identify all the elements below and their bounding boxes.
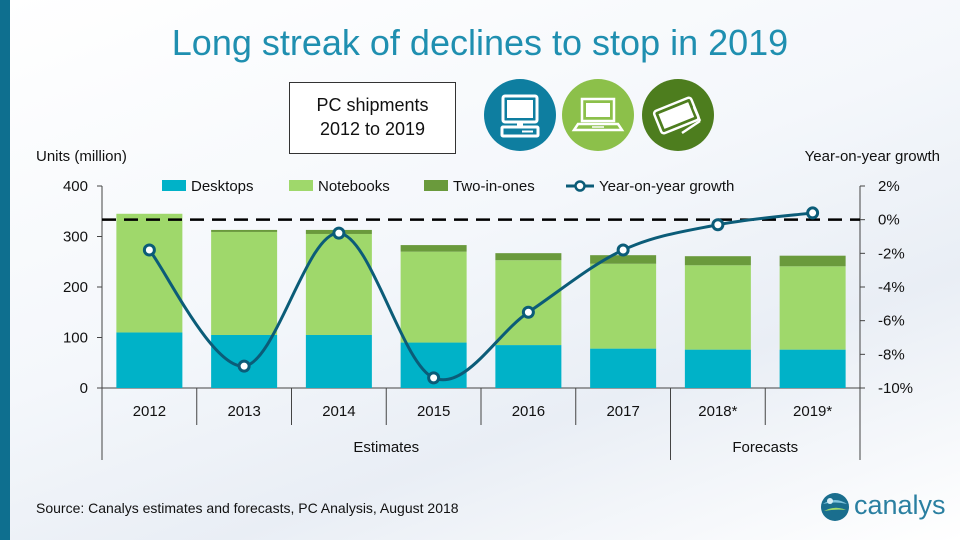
legend-swatch-two-in-ones bbox=[424, 180, 448, 191]
legend-label-notebooks: Notebooks bbox=[318, 178, 390, 195]
y2-tick-label: -4% bbox=[878, 279, 905, 296]
two-in-one-icon bbox=[642, 79, 714, 151]
bar-notebooks bbox=[116, 213, 183, 333]
bar-desktops bbox=[684, 349, 751, 388]
bar-notebooks bbox=[684, 265, 751, 350]
bar-desktops bbox=[116, 332, 183, 388]
x-tick-label: 2013 bbox=[227, 403, 260, 420]
x-tick-label: 2012 bbox=[133, 403, 166, 420]
bar-desktops bbox=[305, 334, 372, 388]
bar-two-in-ones bbox=[779, 255, 846, 267]
legend-label-two-in-ones: Two-in-ones bbox=[453, 178, 535, 195]
subtitle-line-2: 2012 to 2019 bbox=[319, 119, 426, 139]
bar-desktops bbox=[590, 348, 657, 388]
bar-two-in-ones bbox=[590, 255, 657, 264]
y2-tick-label: -8% bbox=[878, 346, 905, 363]
bar-two-in-ones bbox=[211, 229, 278, 232]
y2-tick-label: 0% bbox=[878, 212, 900, 229]
group-label: Forecasts bbox=[732, 439, 798, 456]
y-tick-label: 300 bbox=[63, 229, 88, 246]
subtitle-line-1: PC shipments bbox=[316, 95, 429, 115]
bar-desktops bbox=[495, 345, 562, 388]
yoy-point bbox=[332, 226, 346, 240]
bar-two-in-ones bbox=[684, 256, 751, 266]
y-tick-label: 400 bbox=[63, 178, 88, 195]
x-tick-label: 2015 bbox=[417, 403, 450, 420]
logo-text: canalys bbox=[854, 490, 946, 520]
yoy-point bbox=[521, 305, 535, 319]
accent-stripe bbox=[0, 0, 10, 540]
yoy-point bbox=[616, 243, 630, 257]
x-tick-label: 2018* bbox=[698, 403, 737, 420]
legend-label-desktops: Desktops bbox=[191, 178, 254, 195]
y-axis-title: Units (million) bbox=[36, 148, 127, 165]
chart-title: Long streak of declines to stop in 2019 bbox=[171, 22, 789, 63]
source-note: Source: Canalys estimates and forecasts,… bbox=[36, 500, 459, 516]
y-tick-label: 200 bbox=[63, 279, 88, 296]
yoy-point bbox=[237, 359, 251, 373]
legend-label-yoy: Year-on-year growth bbox=[599, 178, 734, 195]
bar-notebooks bbox=[211, 231, 278, 335]
x-tick-label: 2014 bbox=[322, 403, 355, 420]
yoy-point bbox=[711, 218, 725, 232]
bar-desktops bbox=[779, 349, 846, 388]
group-label: Estimates bbox=[353, 439, 419, 456]
y2-tick-label: -2% bbox=[878, 245, 905, 262]
legend-marker-yoy bbox=[574, 180, 586, 192]
notebook-icon bbox=[562, 79, 634, 151]
canalys-logo: canalys bbox=[818, 490, 946, 524]
y2-axis-title: Year-on-year growth bbox=[805, 148, 940, 165]
yoy-point bbox=[142, 243, 156, 257]
desktop-icon bbox=[484, 79, 556, 151]
y2-tick-label: -10% bbox=[878, 380, 913, 397]
legend-swatch-desktops bbox=[162, 180, 186, 191]
bar-two-in-ones bbox=[495, 253, 562, 261]
legend-swatch-notebooks bbox=[289, 180, 313, 191]
y-tick-label: 100 bbox=[63, 330, 88, 347]
x-tick-label: 2019* bbox=[793, 403, 832, 420]
bar-notebooks bbox=[779, 266, 846, 350]
y2-tick-label: 2% bbox=[878, 178, 900, 195]
x-tick-label: 2016 bbox=[512, 403, 545, 420]
bar-notebooks bbox=[590, 263, 657, 349]
x-tick-label: 2017 bbox=[606, 403, 639, 420]
yoy-point bbox=[427, 371, 441, 385]
y-tick-label: 0 bbox=[80, 380, 88, 397]
yoy-point bbox=[806, 206, 820, 220]
bar-two-in-ones bbox=[400, 245, 467, 252]
bar-notebooks bbox=[400, 251, 467, 343]
subtitle-box: PC shipments 2012 to 2019 bbox=[289, 82, 456, 154]
y2-tick-label: -6% bbox=[878, 313, 905, 330]
